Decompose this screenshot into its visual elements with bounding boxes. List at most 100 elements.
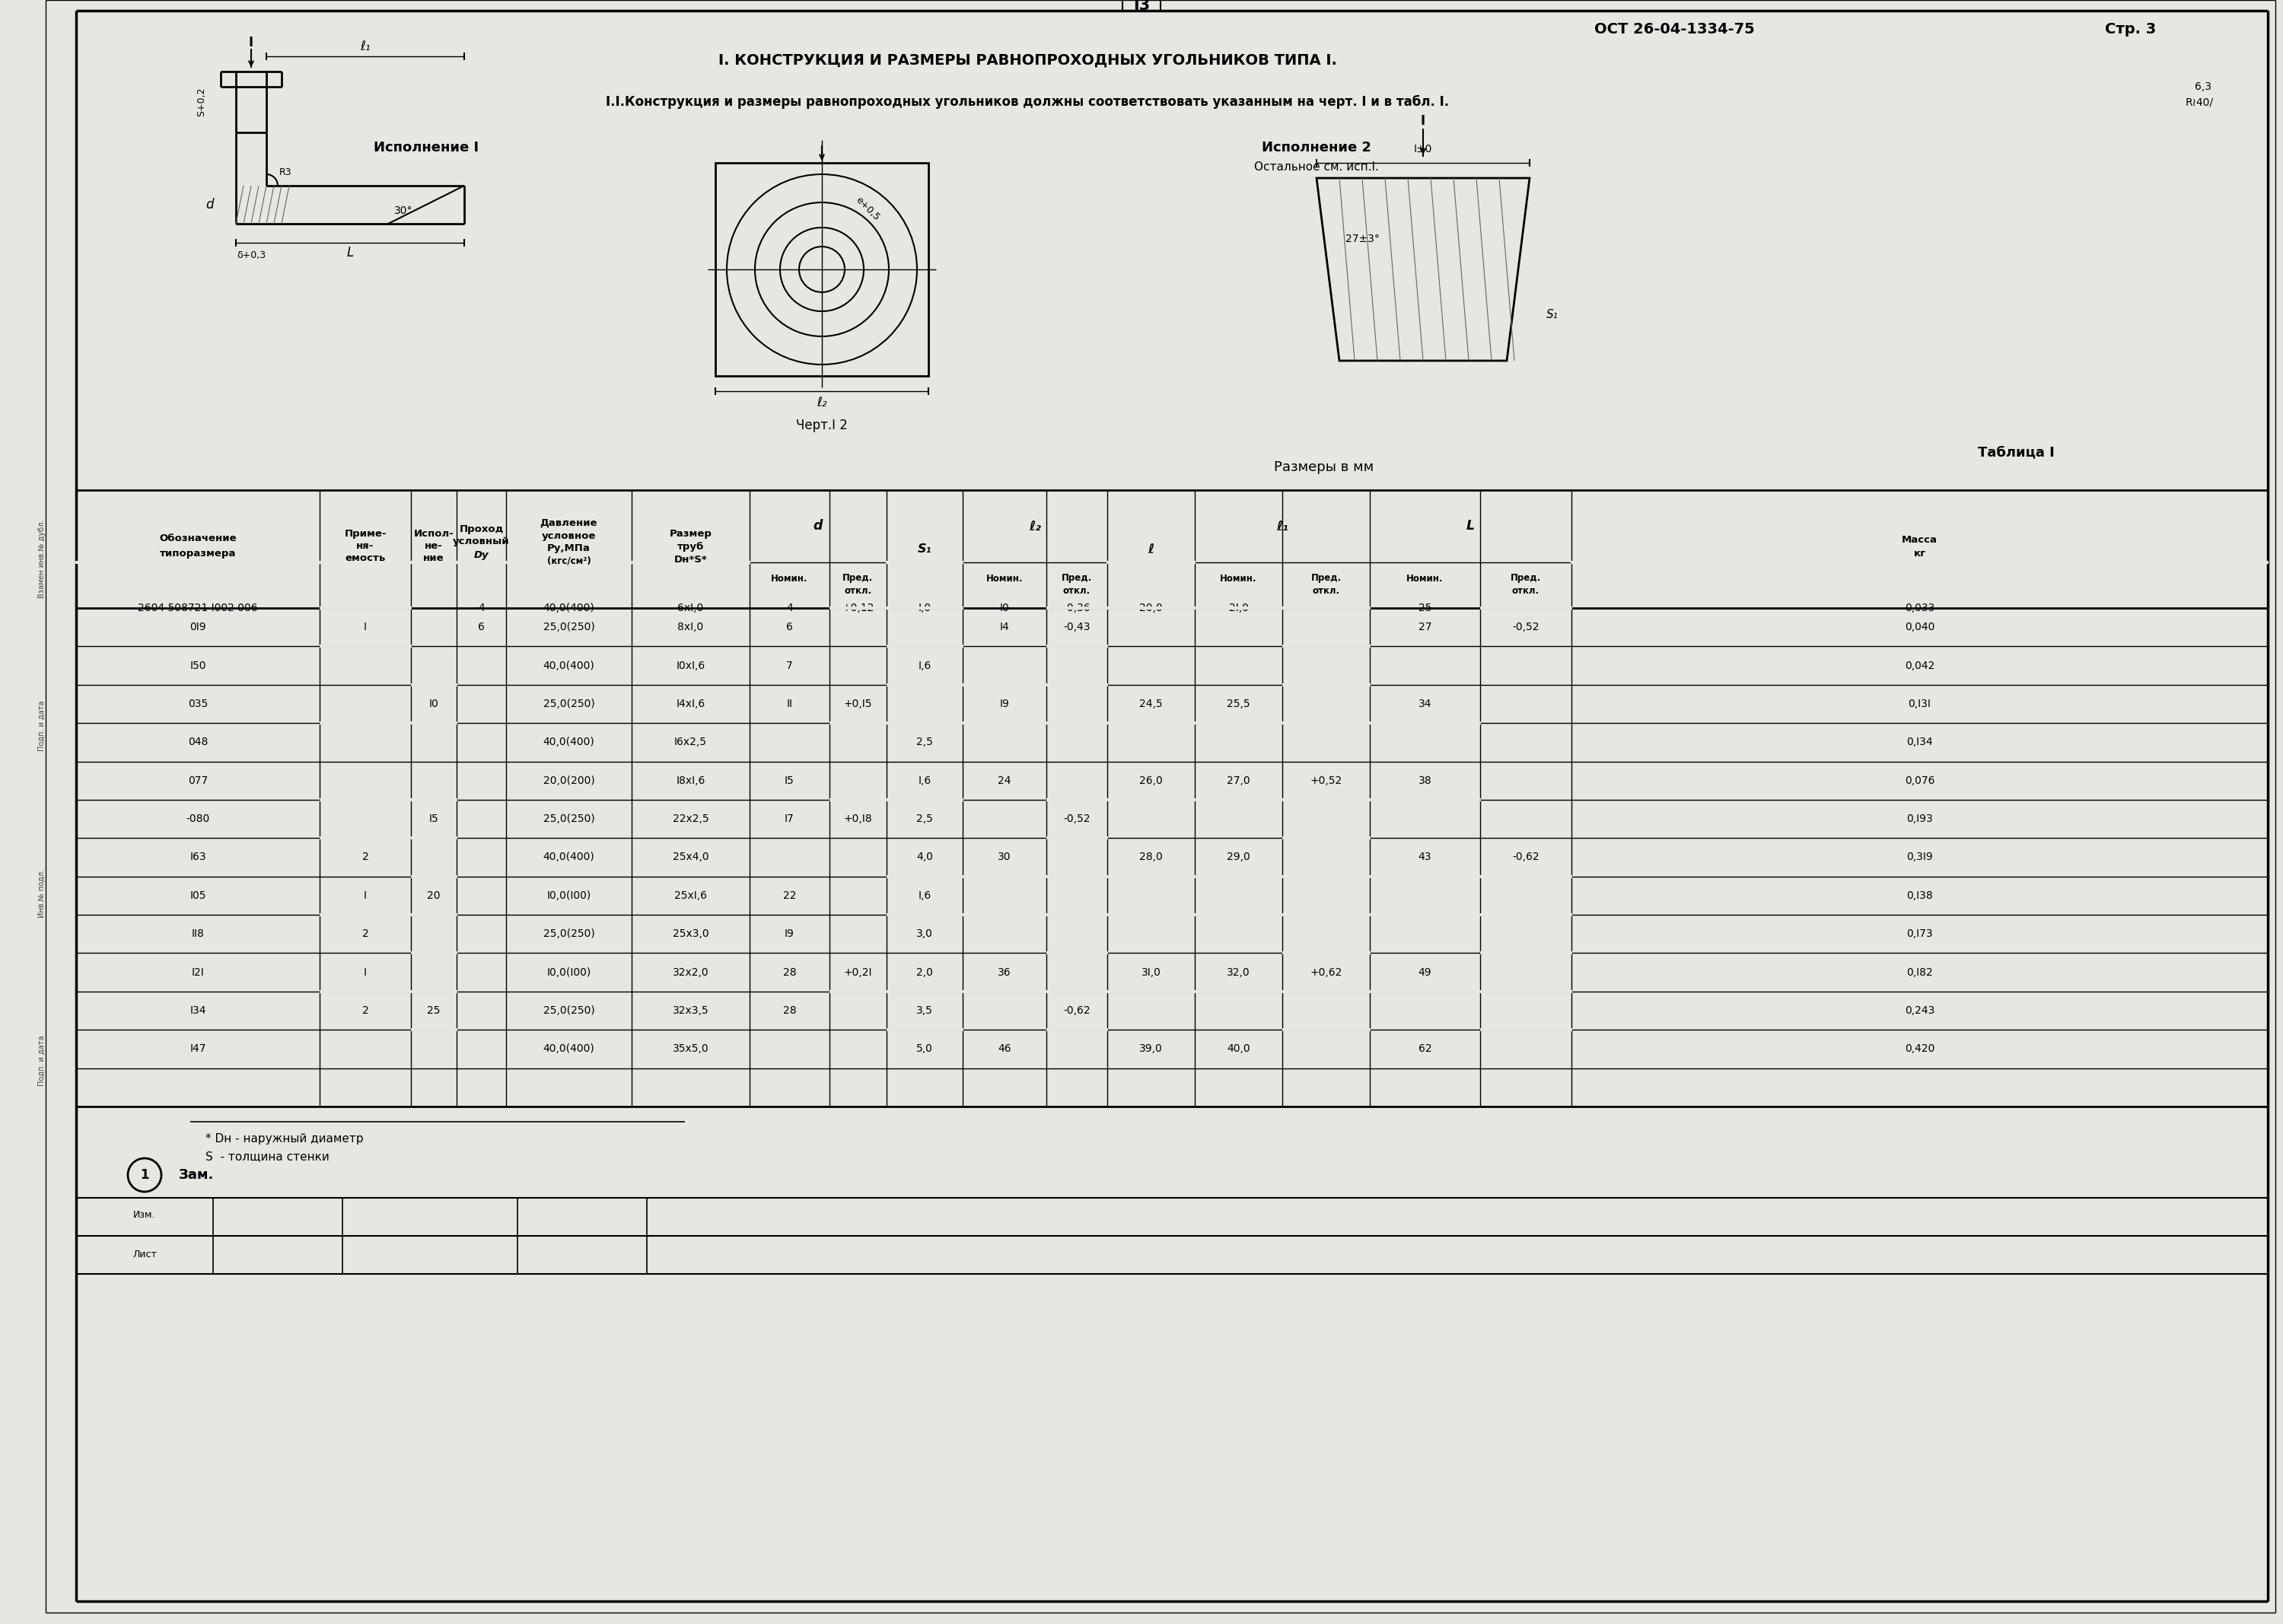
Text: 2,5: 2,5	[915, 814, 934, 825]
Text: Номин.: Номин.	[772, 573, 808, 583]
Text: 22x2,5: 22x2,5	[673, 814, 708, 825]
Text: 40,0: 40,0	[1226, 1044, 1251, 1054]
Text: 0,I93: 0,I93	[1906, 814, 1934, 825]
Text: 0I9: 0I9	[189, 622, 205, 632]
Text: 25,0(250): 25,0(250)	[543, 622, 594, 632]
Text: I,6: I,6	[918, 661, 931, 671]
Text: Проход: Проход	[459, 525, 505, 534]
Text: I: I	[363, 966, 368, 978]
Text: 0,I38: 0,I38	[1906, 890, 1934, 901]
Text: 25,0(250): 25,0(250)	[543, 929, 594, 939]
Text: Dн*S*: Dн*S*	[673, 555, 708, 565]
Text: R≀40/: R≀40/	[2185, 97, 2212, 107]
Text: I0,0(I00): I0,0(I00)	[546, 890, 591, 901]
Text: 3,5: 3,5	[915, 1005, 934, 1017]
Text: 40,0(400): 40,0(400)	[543, 853, 594, 862]
Text: 2604 508721 I002 006: 2604 508721 I002 006	[137, 603, 258, 614]
Text: 24,5: 24,5	[1139, 698, 1162, 710]
Text: 49: 49	[1418, 966, 1431, 978]
Text: 2I,0: 2I,0	[1228, 603, 1249, 614]
Text: 32x3,5: 32x3,5	[673, 1005, 708, 1017]
Text: 62: 62	[1418, 1044, 1431, 1054]
Text: откл.: откл.	[845, 586, 872, 596]
Text: S+0,2: S+0,2	[196, 88, 205, 117]
Text: 25: 25	[427, 1005, 441, 1017]
Text: 0,243: 0,243	[1904, 1005, 1934, 1017]
Text: 7: 7	[785, 661, 792, 671]
Text: 6,3: 6,3	[2194, 81, 2212, 93]
Text: 40,0(400): 40,0(400)	[543, 661, 594, 671]
Bar	[715, 162, 929, 375]
Text: I: I	[363, 890, 368, 901]
Text: I50: I50	[189, 661, 205, 671]
Text: Испол-: Испол-	[413, 529, 454, 539]
Text: 28: 28	[783, 1005, 797, 1017]
Text: 2,5: 2,5	[915, 737, 934, 747]
Text: Ру,МПа: Ру,МПа	[548, 544, 591, 554]
Text: Масса: Масса	[1902, 534, 1938, 546]
Text: Исполнение I: Исполнение I	[374, 141, 479, 154]
Text: 28: 28	[783, 966, 797, 978]
Text: 40,0(400): 40,0(400)	[543, 737, 594, 747]
Text: 35x5,0: 35x5,0	[673, 1044, 708, 1054]
Text: Номин.: Номин.	[1406, 573, 1443, 583]
Text: 6xI,0: 6xI,0	[678, 603, 703, 614]
Text: 035: 035	[187, 698, 208, 710]
Text: 43: 43	[1418, 853, 1431, 862]
Text: Номин.: Номин.	[986, 573, 1023, 583]
Text: 22: 22	[783, 890, 797, 901]
Text: 2: 2	[363, 853, 368, 862]
Text: I9: I9	[785, 929, 794, 939]
Text: ℓ: ℓ	[1148, 542, 1155, 555]
Text: Dy: Dy	[475, 551, 489, 560]
Text: I: I	[249, 36, 253, 49]
Text: I0: I0	[429, 698, 438, 710]
Text: +0,52: +0,52	[1310, 775, 1342, 786]
Text: I0: I0	[1000, 603, 1009, 614]
Text: I7: I7	[785, 814, 794, 825]
Text: d: d	[813, 520, 822, 533]
Text: Подп. и дата: Подп. и дата	[39, 700, 46, 752]
Text: S₁: S₁	[918, 544, 931, 555]
Text: Черт.I 2: Черт.I 2	[797, 419, 847, 432]
Text: 30: 30	[998, 853, 1011, 862]
Text: Размер: Размер	[669, 529, 712, 539]
Text: -080: -080	[185, 814, 210, 825]
Text: 0,3I9: 0,3I9	[1906, 853, 1934, 862]
Text: условное: условное	[541, 531, 596, 541]
Text: +0,2I: +0,2I	[845, 966, 872, 978]
Text: 32x2,0: 32x2,0	[673, 966, 708, 978]
Text: Изм.: Изм.	[132, 1210, 155, 1220]
Text: 28,0: 28,0	[1139, 853, 1162, 862]
Text: Номин.: Номин.	[1219, 573, 1258, 583]
Text: I. КОНСТРУКЦИЯ И РАЗМЕРЫ РАВНОПРОХОДНЫХ УГОЛЬНИКОВ ТИПА I.: I. КОНСТРУКЦИЯ И РАЗМЕРЫ РАВНОПРОХОДНЫХ …	[719, 54, 1336, 67]
Text: условный: условный	[452, 536, 509, 546]
Text: 25,0(250): 25,0(250)	[543, 814, 594, 825]
Text: L: L	[347, 245, 354, 260]
Text: 26,0: 26,0	[1139, 775, 1162, 786]
Text: 27: 27	[1418, 622, 1431, 632]
Text: 30°: 30°	[395, 206, 413, 216]
Text: 27,0: 27,0	[1226, 775, 1251, 786]
Text: 5,0: 5,0	[915, 1044, 934, 1054]
Text: +0,12: +0,12	[842, 603, 874, 614]
Text: ня-: ня-	[356, 541, 374, 551]
Text: 24: 24	[998, 775, 1011, 786]
Text: Размеры в мм: Размеры в мм	[1274, 461, 1374, 474]
Text: -0,36: -0,36	[1064, 603, 1091, 614]
Text: I: I	[1420, 114, 1425, 128]
Text: Инв.№ подл.: Инв.№ подл.	[39, 869, 46, 918]
Text: ℓ₁: ℓ₁	[361, 39, 370, 54]
Text: ние: ние	[422, 554, 445, 564]
Text: -0,43: -0,43	[1064, 622, 1091, 632]
Text: I4xI,6: I4xI,6	[676, 698, 705, 710]
Text: 0,042: 0,042	[1904, 661, 1934, 671]
Text: Остальное см. исп.I.: Остальное см. исп.I.	[1253, 161, 1379, 172]
Text: I05: I05	[189, 890, 205, 901]
Text: I.I.Конструкция и размеры равнопроходных угольников должны соответствовать указа: I.I.Конструкция и размеры равнопроходных…	[605, 96, 1450, 109]
Text: 0,I34: 0,I34	[1906, 737, 1934, 747]
Text: I,0: I,0	[918, 603, 931, 614]
Text: -0,62: -0,62	[1511, 853, 1539, 862]
Text: I63: I63	[189, 853, 205, 862]
Text: I±0: I±0	[1413, 145, 1431, 154]
